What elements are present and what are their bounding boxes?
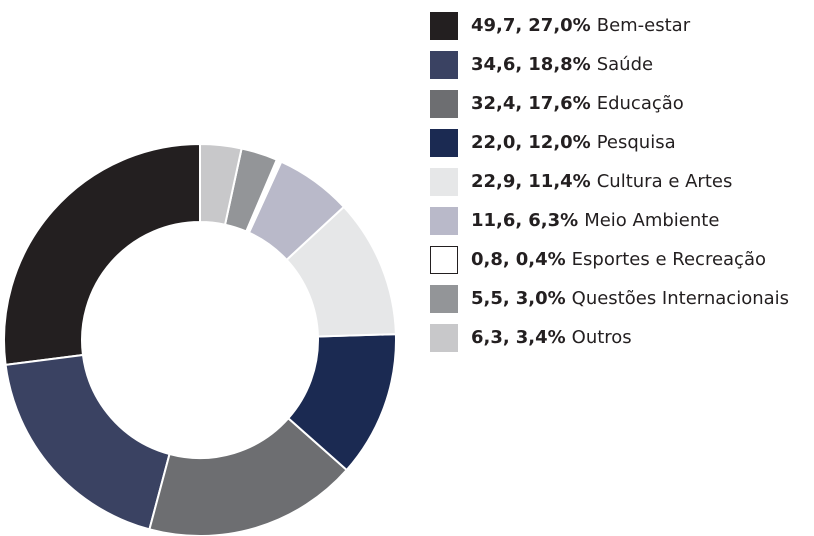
legend-percent: 3,4% [515, 327, 566, 348]
legend-swatch [430, 245, 458, 274]
donut-slice [3, 142, 201, 367]
legend-swatch [430, 167, 458, 196]
legend-percent: 17,6% [528, 93, 591, 114]
legend-percent: 6,3% [528, 210, 579, 231]
legend-item: 11,66,3%Meio Ambiente [430, 201, 789, 240]
legend-item: 32,417,6%Educação [430, 84, 789, 123]
legend-swatch [430, 11, 458, 40]
legend-label: Outros [571, 327, 632, 348]
legend-percent: 0,4% [515, 249, 566, 270]
legend-amount: 34,6 [471, 54, 528, 75]
legend-label: Questões Internacionais [571, 288, 790, 309]
legend-item: 34,618,8%Saúde [430, 45, 789, 84]
legend-label: Saúde [596, 54, 654, 75]
legend-amount: 5,5 [471, 288, 516, 309]
chart [3, 142, 397, 536]
legend-label: Meio Ambiente [584, 210, 720, 231]
donut-slice [4, 353, 171, 531]
legend-label: Pesquisa [596, 132, 676, 153]
legend: 49,727,0%Bem-estar34,618,8%Saúde32,417,6… [430, 6, 789, 357]
legend-percent: 11,4% [528, 171, 591, 192]
legend-percent: 18,8% [528, 54, 591, 75]
donut-slice [199, 142, 243, 226]
legend-label: Educação [596, 93, 684, 114]
legend-amount: 11,6 [471, 210, 528, 231]
legend-item: 22,012,0%Pesquisa [430, 123, 789, 162]
legend-swatch [430, 284, 458, 313]
legend-amount: 22,9 [471, 171, 528, 192]
legend-swatch [430, 89, 458, 118]
legend-item: 5,53,0%Questões Internacionais [430, 279, 789, 318]
legend-label: Cultura e Artes [596, 171, 733, 192]
legend-amount: 32,4 [471, 93, 528, 114]
legend-percent: 3,0% [515, 288, 566, 309]
legend-swatch [430, 50, 458, 79]
legend-percent: 27,0% [528, 15, 591, 36]
legend-swatch [430, 128, 458, 157]
legend-amount: 0,8 [471, 249, 516, 270]
legend-swatch [430, 323, 458, 352]
legend-amount: 22,0 [471, 132, 528, 153]
legend-item: 6,33,4%Outros [430, 318, 789, 357]
legend-item: 0,80,4%Esportes e Recreação [430, 240, 789, 279]
legend-amount: 49,7 [471, 15, 528, 36]
legend-swatch [430, 206, 458, 235]
legend-label: Esportes e Recreação [571, 249, 766, 270]
legend-item: 22,911,4%Cultura e Artes [430, 162, 789, 201]
legend-label: Bem-estar [596, 15, 691, 36]
legend-amount: 6,3 [471, 327, 516, 348]
legend-percent: 12,0% [528, 132, 591, 153]
legend-item: 49,727,0%Bem-estar [430, 6, 789, 45]
